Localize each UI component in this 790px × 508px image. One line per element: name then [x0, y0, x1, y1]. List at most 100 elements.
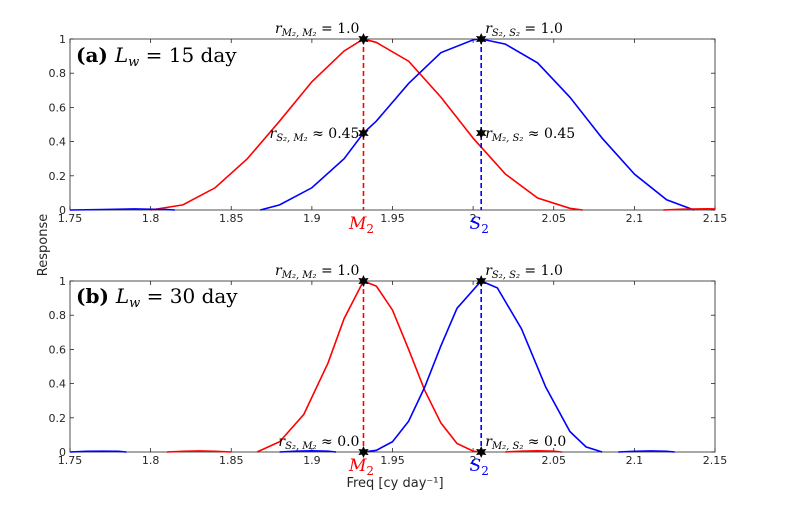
series-line-1 [363, 280, 603, 453]
x-tick-label: 1.85 [219, 454, 244, 467]
x-tick-label: 1.95 [380, 454, 405, 467]
x-tick-label: 2.05 [542, 454, 567, 467]
series-line-6 [618, 450, 675, 453]
annotation-label: rM₂, S₂ ≈ 0.45 [485, 126, 575, 144]
y-tick-label: 0.4 [49, 378, 67, 391]
x-axis-label: Freq [cy day⁻¹] [346, 476, 443, 491]
panel-label-subscript: w [128, 55, 139, 70]
panel-label-symbol: L [115, 284, 129, 308]
y-tick-label: 1 [59, 275, 66, 288]
x-tick-label: 2.1 [626, 212, 644, 225]
y-tick-label: 0.6 [49, 101, 67, 114]
data-marker [475, 127, 487, 140]
annotation-symbol: r [485, 126, 493, 142]
y-axis-label: Response [36, 214, 51, 276]
annotation-value: ≈ 0.45 [308, 126, 360, 142]
constituent-label-sub: 2 [481, 222, 489, 236]
series-line-1 [260, 38, 695, 211]
annotation-label: rS₂, M₂ ≈ 0.0 [278, 434, 359, 452]
annotation-label: rM₂, S₂ ≈ 0.0 [485, 434, 566, 452]
constituent-label-main: M [348, 456, 367, 476]
constituent-label-sub: 2 [366, 222, 374, 236]
series-line-2 [69, 208, 175, 211]
chart-panel-0: 1.75 1.8 1.85 1.9 1.95 2 2.05 2.1 2.15 0 0.2 0.4 0.6… [49, 21, 728, 236]
annotation-subscript: M₂, M₂ [281, 270, 317, 281]
annotation-subscript: S₂, M₂ [276, 133, 307, 144]
x-tick-label: 2.05 [542, 212, 567, 225]
annotation-subscript: S₂, M₂ [285, 441, 316, 452]
series-line-3 [166, 450, 232, 453]
y-tick-label: 0.2 [49, 412, 67, 425]
annotation-label: rS₂, S₂ = 1.0 [485, 263, 563, 281]
plot-area [69, 38, 716, 211]
data-marker [475, 275, 487, 287]
panel-label: (a) Lw = 15 day [76, 43, 237, 70]
annotation-value: ≈ 0.0 [317, 434, 360, 450]
annotation-symbol: r [485, 263, 493, 279]
data-marker [475, 446, 487, 458]
annotation-label: rM₂, M₂ = 1.0 [275, 21, 359, 39]
data-marker [358, 275, 369, 287]
annotation-symbol: r [485, 434, 493, 450]
x-tick-label: 2.15 [703, 212, 728, 225]
constituent-label-main: S [470, 456, 482, 476]
constituent-label: M2 [348, 214, 374, 236]
annotation-value: = 1.0 [317, 21, 360, 37]
annotation-subscript: M₂, S₂ [491, 441, 523, 452]
annotation-subscript: S₂, S₂ [492, 270, 520, 281]
x-tick-label: 2.15 [703, 454, 728, 467]
constituent-label: S2 [470, 456, 489, 478]
annotation-value: = 1.0 [317, 263, 360, 279]
annotation-subscript: S₂, S₂ [492, 28, 520, 39]
constituent-label: S2 [470, 214, 489, 236]
data-marker [358, 33, 369, 45]
panel-label-window: = 30 day [140, 284, 238, 308]
x-tick-label: 1.75 [58, 212, 83, 225]
x-tick-label: 2 [470, 454, 477, 467]
annotation-subscript: M₂, S₂ [491, 133, 523, 144]
constituent-label-main: M [348, 214, 367, 234]
y-tick-label: 1 [59, 33, 66, 46]
series-line-0 [150, 38, 583, 211]
y-tick-label: 0.8 [49, 67, 67, 80]
annotation-symbol: r [269, 126, 277, 142]
annotation-symbol: r [275, 21, 283, 37]
x-tick-label: 2 [470, 212, 477, 225]
constituent-label-sub: 2 [481, 464, 489, 478]
x-tick-label: 1.9 [303, 454, 321, 467]
annotation-label: rM₂, M₂ = 1.0 [275, 263, 359, 281]
constituent-label-main: S [470, 214, 482, 234]
annotation-value: = 1.0 [520, 263, 563, 279]
panel-label-letter: (a) [76, 43, 115, 67]
panel-label: (b) Lw = 30 day [76, 284, 238, 311]
panel-label-window: = 15 day [139, 43, 237, 67]
annotation-subscript: M₂, M₂ [281, 28, 317, 39]
x-tick-label: 1.75 [58, 454, 83, 467]
series-line-5 [505, 449, 562, 453]
x-tick-label: 1.95 [380, 212, 405, 225]
x-tick-label: 2.1 [626, 454, 644, 467]
series-line-0 [256, 279, 482, 453]
annotation-symbol: r [278, 434, 286, 450]
annotation-value: ≈ 0.0 [523, 434, 566, 450]
x-tick-label: 1.85 [219, 212, 244, 225]
data-marker [358, 446, 369, 458]
y-tick-label: 0.2 [49, 170, 67, 183]
x-tick-label: 1.8 [142, 454, 160, 467]
panel-label-letter: (b) [76, 284, 116, 308]
annotation-value: = 1.0 [520, 21, 563, 37]
series-line-2 [69, 450, 127, 453]
constituent-label: M2 [348, 456, 374, 478]
annotation-symbol: r [485, 21, 493, 37]
y-tick-label: 0.6 [49, 343, 67, 356]
y-tick-label: 0 [59, 446, 66, 459]
y-tick-label: 0.4 [49, 136, 67, 149]
series-line-3 [663, 207, 716, 211]
x-tick-label: 1.8 [142, 212, 160, 225]
chart-panel-1: 1.75 1.8 1.85 1.9 1.95 2 2.05 2.1 2.15 0 0.2 0.4 0.6… [49, 263, 728, 478]
series-line-4 [279, 449, 337, 453]
panel-label-subscript: w [129, 296, 140, 311]
constituent-label-sub: 2 [366, 464, 374, 478]
data-marker [358, 127, 369, 140]
